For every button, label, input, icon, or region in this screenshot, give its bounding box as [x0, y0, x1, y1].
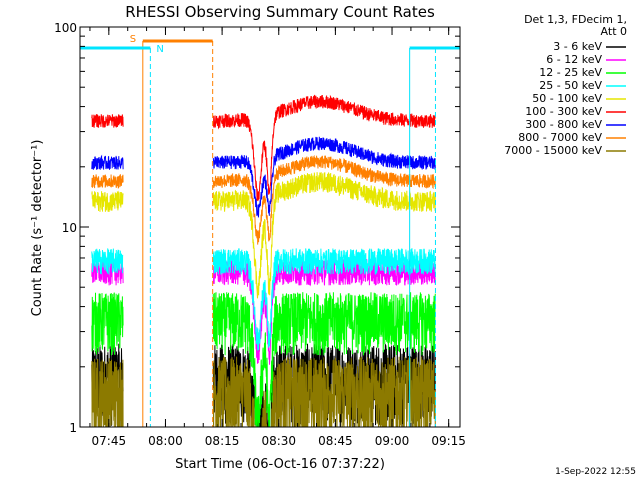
y-tick-label: 10: [62, 221, 77, 235]
timestamp: 1-Sep-2022 12:55: [555, 467, 636, 477]
legend-header: Att 0: [601, 25, 627, 38]
x-tick-label: 08:45: [318, 434, 353, 448]
legend-label: 100 - 300 keV: [525, 105, 602, 118]
legend-label: 6 - 12 keV: [546, 53, 602, 66]
y-axis-label: Count Rate (s⁻¹ detector⁻¹): [30, 140, 45, 317]
x-tick-label: 09:00: [375, 434, 410, 448]
x-tick-label: 09:15: [431, 434, 466, 448]
series-line-4: [91, 248, 124, 275]
series-line-8: [212, 155, 436, 245]
legend-label: 3 - 6 keV: [553, 40, 602, 53]
legend-label: 7000 - 15000 keV: [504, 144, 602, 157]
x-tick-label: 08:00: [148, 434, 183, 448]
marker-s-label: S: [130, 34, 136, 45]
legend-label: 25 - 50 keV: [539, 79, 602, 92]
legend-header: Det 1,3, FDecim 1,: [524, 13, 627, 26]
series-line-3: [91, 292, 124, 356]
y-tick-label: 1: [69, 421, 77, 435]
series-line-5: [212, 172, 436, 299]
y-tick-label: 100: [54, 21, 77, 35]
axes: 1 10 100 07:45 08:00 08:15 08:30 08:45 09:00 09:1…: [54, 21, 466, 448]
chart-title: RHESSI Observing Summary Count Rates: [125, 3, 435, 21]
series-line-7: [91, 154, 124, 170]
x-axis-label: Start Time (06-Oct-16 07:37:22): [175, 457, 385, 472]
series-line-6: [91, 114, 124, 128]
legend-label: 50 - 100 keV: [532, 92, 602, 105]
x-tick-label: 08:15: [205, 434, 240, 448]
x-tick-label: 07:45: [92, 434, 127, 448]
marker-n-label: N: [156, 44, 163, 55]
plot-area: SN: [80, 34, 460, 428]
legend-label: 12 - 25 keV: [539, 66, 602, 79]
series-line-8: [91, 174, 124, 189]
series-line-5: [91, 190, 124, 212]
x-tick-label: 08:30: [261, 434, 296, 448]
series-line-6: [212, 94, 436, 202]
legend-label: 800 - 7000 keV: [518, 131, 602, 144]
series-line-7: [212, 136, 436, 218]
series-line-4: [212, 247, 436, 351]
series-line-3: [212, 292, 436, 428]
legend-label: 300 - 800 keV: [525, 118, 602, 131]
